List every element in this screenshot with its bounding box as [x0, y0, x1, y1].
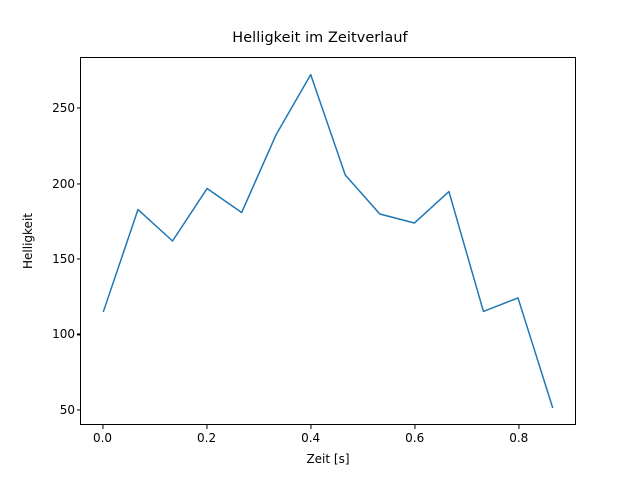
- y-tick-mark: [76, 183, 80, 185]
- x-tick-mark: [518, 425, 520, 429]
- y-tick-label: 50: [59, 402, 75, 417]
- x-tick-label: 0.0: [92, 431, 113, 445]
- y-tick-label: 100: [52, 327, 75, 342]
- x-tick-mark: [101, 425, 104, 429]
- x-tick-label: 0.8: [509, 431, 529, 445]
- x-axis-label: Zeit [s]: [306, 452, 350, 466]
- y-tick-label: 250: [52, 101, 75, 116]
- series-helligkeit-line: [102, 73, 554, 409]
- data-line-series: [102, 73, 554, 409]
- x-tick-label: 0.2: [197, 431, 217, 445]
- x-tick-mark: [414, 425, 416, 429]
- x-tick-label: 0.4: [301, 431, 321, 445]
- chart-title: Helligkeit im Zeitverlauf: [232, 30, 408, 46]
- y-tick-mark: [76, 333, 80, 335]
- plot-area: [80, 57, 576, 425]
- y-tick-label: 150: [52, 252, 75, 267]
- y-tick-mark: [76, 107, 80, 109]
- y-tick-mark: [76, 409, 80, 411]
- x-tick-mark: [206, 425, 208, 429]
- y-tick-mark: [76, 258, 80, 260]
- x-tick-label: 0.6: [405, 431, 425, 445]
- x-tick-mark: [310, 425, 312, 429]
- y-tick-label: 200: [52, 176, 75, 191]
